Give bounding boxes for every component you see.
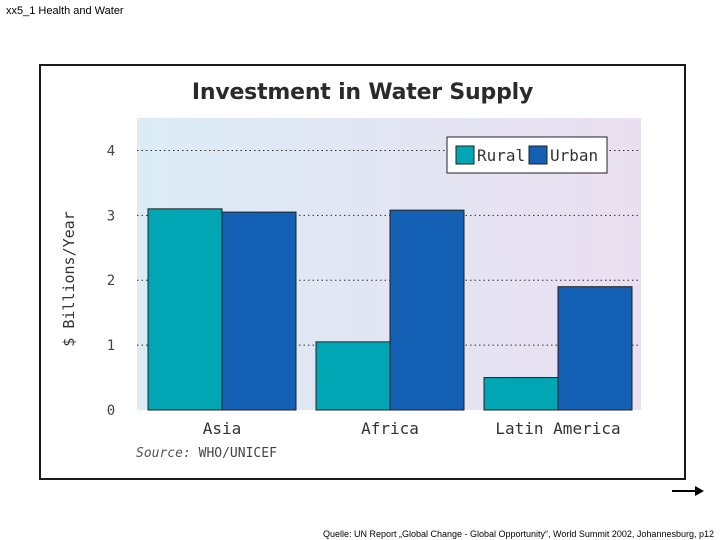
- legend: Rural Urban: [446, 136, 608, 174]
- bar-rural-asia: [147, 208, 223, 411]
- x-axis-categories: Asia Africa Latin America: [203, 419, 621, 438]
- legend-label-rural: Rural: [477, 146, 525, 165]
- y-tick-label: 0: [107, 403, 115, 419]
- arrow-right-icon[interactable]: [671, 484, 705, 498]
- chart-svg: 0 1 2 3 4 Asia Africa Latin America Rural Urban: [107, 118, 641, 438]
- y-axis-ticks: 0 1 2 3 4: [107, 143, 115, 419]
- bar-rural-africa: [315, 341, 391, 411]
- y-axis-label: $ Billions/Year: [60, 211, 78, 347]
- bars: [147, 208, 633, 411]
- source-text: WHO/UNICEF: [198, 446, 277, 461]
- bar-urban-asia: [221, 211, 297, 411]
- x-category-label: Latin America: [495, 419, 620, 438]
- legend-box: [446, 136, 608, 174]
- y-tick-label: 1: [107, 338, 115, 354]
- chart-frame: Investment in Water Supply 0 1 2 3 4 Asia Afr…: [39, 64, 686, 480]
- source-note: Source: WHO/UNICEF: [136, 446, 277, 461]
- y-tick-label: 4: [107, 143, 115, 159]
- source-prefix: Source:: [136, 446, 191, 461]
- legend-swatch-urban: [528, 145, 548, 165]
- bar-urban-latin-america: [557, 286, 633, 411]
- legend-label-urban: Urban: [550, 146, 598, 165]
- x-category-label: Africa: [361, 419, 419, 438]
- x-category-label: Asia: [203, 419, 242, 438]
- footer-citation: Quelle: UN Report „Global Change - Globa…: [322, 529, 714, 539]
- y-tick-label: 2: [107, 273, 115, 289]
- slide-header: xx5_1 Health and Water: [6, 5, 124, 17]
- bar-rural-latin-america: [483, 377, 559, 411]
- chart-title: Investment in Water Supply: [191, 80, 534, 105]
- legend-swatch-rural: [455, 145, 475, 165]
- y-tick-label: 3: [107, 208, 115, 224]
- bar-urban-africa: [389, 209, 465, 411]
